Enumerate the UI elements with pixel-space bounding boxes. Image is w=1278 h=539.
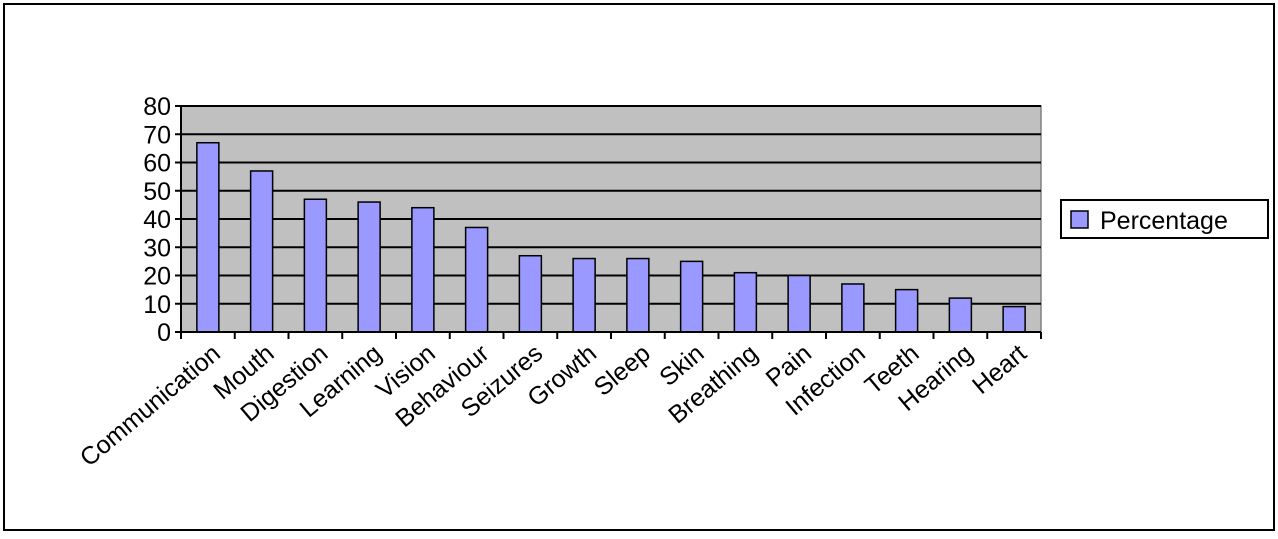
legend-label: Percentage	[1100, 207, 1228, 235]
y-tick-label: 40	[143, 206, 171, 234]
y-tick-label: 30	[143, 234, 171, 262]
bar-vision	[411, 206, 435, 333]
bar-teeth	[894, 288, 919, 333]
legend-box	[1060, 199, 1269, 239]
x-tick-label-communication: Communication	[75, 339, 226, 472]
y-tick-label: 80	[143, 93, 171, 121]
x-tick-label-heart: Heart	[967, 339, 1032, 400]
y-tick-label: 50	[143, 178, 171, 206]
bar-mouth	[249, 170, 274, 333]
bar-infection	[841, 283, 865, 333]
bar-communication	[196, 141, 220, 333]
bar-breathing	[733, 271, 758, 333]
legend-swatch	[1070, 210, 1089, 229]
bar-skin	[679, 260, 704, 333]
x-tick-label-sleep: Sleep	[589, 339, 656, 402]
y-tick-label: 20	[143, 263, 171, 291]
y-tick-label: 0	[157, 319, 171, 347]
bar-behaviour	[464, 226, 489, 333]
bar-sleep	[626, 257, 650, 333]
bars	[196, 141, 1026, 333]
y-tick-label: 10	[143, 291, 171, 319]
bar-hearing	[948, 297, 973, 333]
axes	[175, 105, 1042, 339]
bar-pain	[787, 274, 811, 333]
bar-seizures	[518, 254, 543, 333]
bar-heart	[1002, 305, 1026, 333]
legend: Percentage	[1060, 199, 1269, 239]
y-tick-label: 60	[143, 150, 171, 178]
x-tick-labels: CommunicationMouthDigestionLearningVisio…	[75, 339, 1032, 472]
bar-growth	[572, 257, 596, 333]
bar-learning	[357, 201, 381, 333]
bar-digestion	[303, 198, 328, 333]
y-tick-label: 70	[143, 121, 171, 149]
